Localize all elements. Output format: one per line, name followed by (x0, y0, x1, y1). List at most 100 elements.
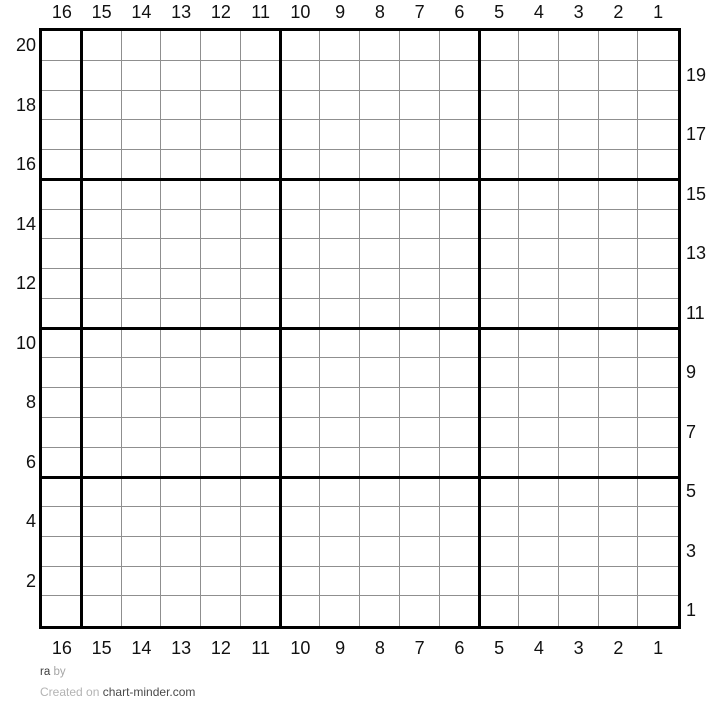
grid-cell[interactable] (439, 31, 480, 61)
grid-cell[interactable] (439, 150, 480, 180)
grid-cell[interactable] (598, 536, 639, 567)
grid-cell[interactable] (121, 239, 162, 269)
grid-cell[interactable] (161, 239, 201, 269)
grid-cell[interactable] (479, 120, 519, 150)
grid-cell[interactable] (479, 388, 519, 418)
grid-cell[interactable] (161, 507, 201, 537)
grid-cell[interactable] (479, 328, 519, 359)
grid-cell[interactable] (280, 447, 321, 478)
grid-cell[interactable] (161, 150, 201, 180)
grid-cell[interactable] (638, 448, 678, 478)
grid-cell[interactable] (360, 31, 400, 61)
grid-cell[interactable] (439, 536, 480, 567)
grid-cell[interactable] (638, 91, 678, 121)
grid-cell[interactable] (439, 447, 480, 478)
grid-cell[interactable] (638, 31, 678, 61)
grid-cell[interactable] (638, 61, 678, 91)
grid-cell[interactable] (161, 477, 201, 507)
grid-cell[interactable] (81, 447, 122, 478)
grid-cell[interactable] (598, 31, 639, 61)
grid-cell[interactable] (439, 179, 480, 210)
grid-cell[interactable] (280, 60, 321, 91)
grid-cell[interactable] (320, 150, 360, 180)
grid-cell[interactable] (399, 150, 440, 180)
grid-cell[interactable] (519, 596, 559, 626)
grid-cell[interactable] (42, 150, 82, 180)
grid-cell[interactable] (201, 239, 241, 269)
grid-cell[interactable] (558, 536, 599, 567)
grid-cell[interactable] (281, 596, 321, 626)
grid-cell[interactable] (161, 447, 201, 478)
grid-cell[interactable] (598, 179, 639, 210)
grid-cell[interactable] (558, 179, 599, 210)
grid-cell[interactable] (439, 298, 480, 329)
grid-cell[interactable] (638, 269, 678, 299)
grid-cell[interactable] (201, 269, 241, 299)
grid-cell[interactable] (320, 507, 360, 537)
grid-cell[interactable] (42, 90, 82, 121)
grid-cell[interactable] (558, 417, 599, 448)
grid-cell[interactable] (439, 388, 480, 418)
grid-cell[interactable] (81, 536, 122, 567)
grid-cell[interactable] (201, 150, 241, 180)
grid-cell[interactable] (42, 417, 82, 448)
grid-cell[interactable] (519, 477, 559, 507)
grid-cell[interactable] (201, 120, 241, 150)
grid-cell[interactable] (240, 209, 281, 240)
grid-cell[interactable] (558, 477, 599, 507)
grid-cell[interactable] (399, 388, 440, 418)
grid-cell[interactable] (320, 239, 360, 269)
grid-cell[interactable] (81, 566, 122, 597)
grid-cell[interactable] (638, 537, 678, 567)
grid-cell[interactable] (558, 120, 599, 150)
grid-cell[interactable] (439, 239, 480, 269)
grid-cell[interactable] (519, 150, 559, 180)
grid-cell[interactable] (440, 596, 480, 626)
grid-cell[interactable] (240, 507, 281, 537)
grid-cell[interactable] (479, 239, 519, 269)
grid-cell[interactable] (201, 596, 241, 626)
grid-cell[interactable] (399, 328, 440, 359)
grid-cell[interactable] (161, 417, 201, 448)
grid-cell[interactable] (399, 31, 440, 61)
grid-cell[interactable] (360, 298, 400, 329)
grid-cell[interactable] (81, 179, 122, 210)
grid-cell[interactable] (479, 596, 519, 626)
grid-cell[interactable] (320, 90, 360, 121)
grid-cell[interactable] (280, 150, 321, 180)
grid-cell[interactable] (399, 209, 440, 240)
grid-cell[interactable] (360, 269, 400, 299)
grid-cell[interactable] (519, 60, 559, 91)
grid-cell[interactable] (161, 60, 201, 91)
grid-cell[interactable] (360, 596, 400, 626)
grid-cell[interactable] (121, 417, 162, 448)
grid-cell[interactable] (161, 269, 201, 299)
grid-cell[interactable] (42, 120, 82, 150)
grid-cell[interactable] (558, 447, 599, 478)
grid-cell[interactable] (439, 269, 480, 299)
grid-cell[interactable] (280, 179, 321, 210)
grid-cell[interactable] (81, 239, 122, 269)
grid-cell[interactable] (240, 536, 281, 567)
grid-cell[interactable] (280, 120, 321, 150)
grid-cell[interactable] (81, 507, 122, 537)
grid-cell[interactable] (121, 358, 162, 388)
grid-cell[interactable] (599, 596, 639, 626)
grid-cell[interactable] (42, 209, 82, 240)
grid-cell[interactable] (280, 269, 321, 299)
grid-cell[interactable] (121, 507, 162, 537)
grid-cell[interactable] (81, 90, 122, 121)
grid-cell[interactable] (280, 328, 321, 359)
grid-cell[interactable] (638, 329, 678, 359)
grid-cell[interactable] (81, 358, 122, 388)
grid-cell[interactable] (240, 388, 281, 418)
grid-cell[interactable] (519, 507, 559, 537)
grid-cell[interactable] (81, 31, 122, 61)
grid-cell[interactable] (240, 477, 281, 507)
grid-cell[interactable] (240, 417, 281, 448)
grid-cell[interactable] (479, 507, 519, 537)
grid-cell[interactable] (320, 358, 360, 388)
grid-cell[interactable] (360, 536, 400, 567)
grid-cell[interactable] (42, 179, 82, 210)
grid-cell[interactable] (558, 60, 599, 91)
